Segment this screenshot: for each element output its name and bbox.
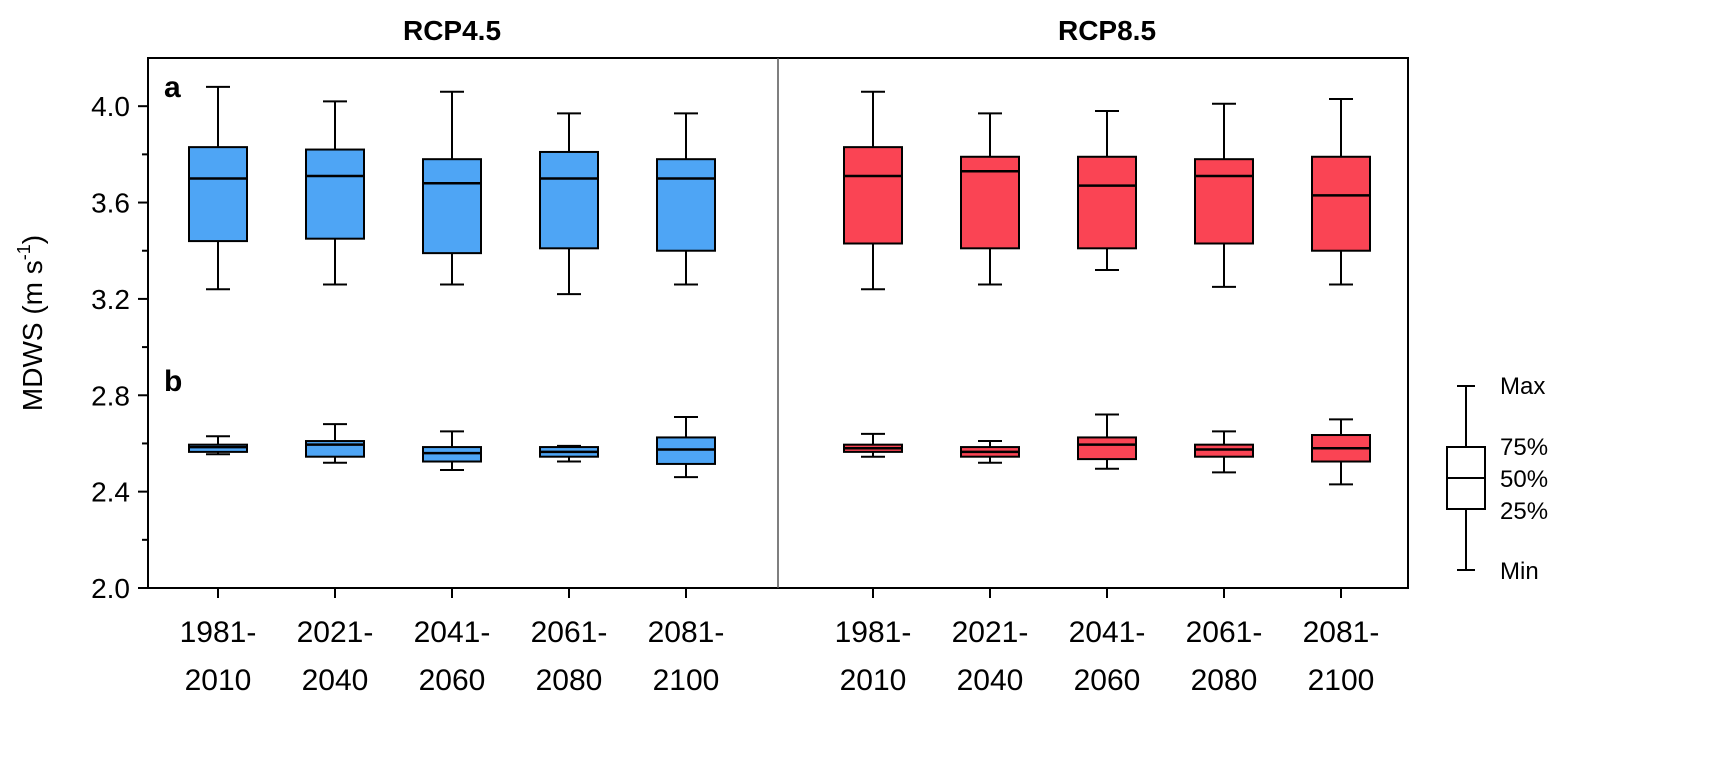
boxes bbox=[188, 85, 1371, 486]
iqr-box bbox=[1077, 436, 1137, 461]
legend-label-25: 25% bbox=[1500, 498, 1548, 525]
box-rcp85-b-1 bbox=[843, 432, 903, 458]
x-tick-label-start: 2061- bbox=[1186, 616, 1263, 649]
x-tick-label-start: 2061- bbox=[531, 616, 608, 649]
x-tick-label-end: 2010 bbox=[840, 664, 907, 697]
box-rcp45-a-3 bbox=[422, 90, 482, 286]
legend: Max 75% 50% 25% Min bbox=[1446, 373, 1548, 585]
x-tick-label-end: 2010 bbox=[185, 664, 252, 697]
y-tick-label: 2.8 bbox=[91, 380, 130, 411]
box-rcp85-a-2 bbox=[960, 112, 1020, 286]
y-axis: 2.0 2.4 2.8 3.2 3.6 4.0 bbox=[91, 91, 148, 604]
panel-letter-a: a bbox=[164, 71, 181, 104]
box-rcp85-b-4 bbox=[1194, 430, 1254, 474]
x-tick-label-start: 2081- bbox=[1303, 616, 1380, 649]
iqr-box bbox=[539, 150, 599, 250]
x-tick-label-end: 2040 bbox=[957, 664, 1024, 697]
box-rcp45-b-3 bbox=[422, 430, 482, 471]
box-rcp45-b-1 bbox=[188, 435, 248, 456]
box-rcp85-a-3 bbox=[1077, 110, 1137, 271]
legend-label-50: 50% bbox=[1500, 466, 1548, 493]
y-tick-label: 4.0 bbox=[91, 91, 130, 122]
x-tick-label-start: 2021- bbox=[952, 616, 1029, 649]
box-rcp85-a-1 bbox=[843, 90, 903, 291]
x-tick-label-start: 2081- bbox=[648, 616, 725, 649]
x-tick-label-start: 2041- bbox=[414, 616, 491, 649]
iqr-box bbox=[1077, 155, 1137, 250]
box-rcp85-a-4 bbox=[1194, 102, 1254, 288]
box-rcp45-a-4 bbox=[539, 112, 599, 296]
iqr-box bbox=[305, 440, 365, 458]
x-tick-label-end: 2080 bbox=[1191, 664, 1258, 697]
group-title-rcp85: RCP8.5 bbox=[1058, 15, 1156, 46]
box-rcp85-b-2 bbox=[960, 440, 1020, 464]
y-axis-label: MDWS (m s-1) bbox=[14, 235, 48, 411]
group-title-rcp45: RCP4.5 bbox=[403, 15, 501, 46]
x-tick-label-start: 2021- bbox=[297, 616, 374, 649]
iqr-box bbox=[656, 158, 716, 252]
panel-letter-b: b bbox=[164, 365, 182, 398]
box-rcp45-a-1 bbox=[188, 85, 248, 291]
y-tick-label: 3.6 bbox=[91, 188, 130, 219]
x-tick-label-start: 1981- bbox=[180, 616, 257, 649]
x-tick-label-end: 2060 bbox=[419, 664, 486, 697]
x-tick-label-end: 2060 bbox=[1074, 664, 1141, 697]
y-tick-label: 2.4 bbox=[91, 477, 130, 508]
box-rcp45-b-2 bbox=[305, 423, 365, 464]
iqr-box bbox=[843, 146, 903, 245]
y-tick-label: 3.2 bbox=[91, 284, 130, 315]
x-tick-label-start: 2041- bbox=[1069, 616, 1146, 649]
x-axis: 1981- 2010 2021- 2040 2041- 2060 2061- 2080 2081… bbox=[180, 588, 1380, 697]
legend-label-75: 75% bbox=[1500, 434, 1548, 461]
iqr-box bbox=[1194, 158, 1254, 245]
box-rcp45-b-4 bbox=[539, 444, 599, 463]
x-tick-label-start: 1981- bbox=[835, 616, 912, 649]
iqr-box bbox=[422, 158, 482, 255]
x-tick-label-end: 2040 bbox=[302, 664, 369, 697]
legend-label-min: Min bbox=[1500, 558, 1539, 585]
iqr-box bbox=[1311, 155, 1371, 252]
iqr-box bbox=[305, 148, 365, 240]
box-rcp85-a-5 bbox=[1311, 97, 1371, 286]
box-rcp45-a-5 bbox=[656, 112, 716, 286]
x-tick-label-end: 2100 bbox=[1308, 664, 1375, 697]
x-tick-label-end: 2080 bbox=[536, 664, 603, 697]
iqr-box bbox=[188, 146, 248, 243]
box-rcp85-b-3 bbox=[1077, 413, 1137, 470]
box-rcp45-b-5 bbox=[656, 415, 716, 479]
y-tick-label: 2.0 bbox=[91, 573, 130, 604]
box-rcp45-a-2 bbox=[305, 100, 365, 286]
x-tick-label-end: 2100 bbox=[653, 664, 720, 697]
legend-label-max: Max bbox=[1500, 373, 1545, 400]
box-rcp85-b-5 bbox=[1311, 418, 1371, 486]
